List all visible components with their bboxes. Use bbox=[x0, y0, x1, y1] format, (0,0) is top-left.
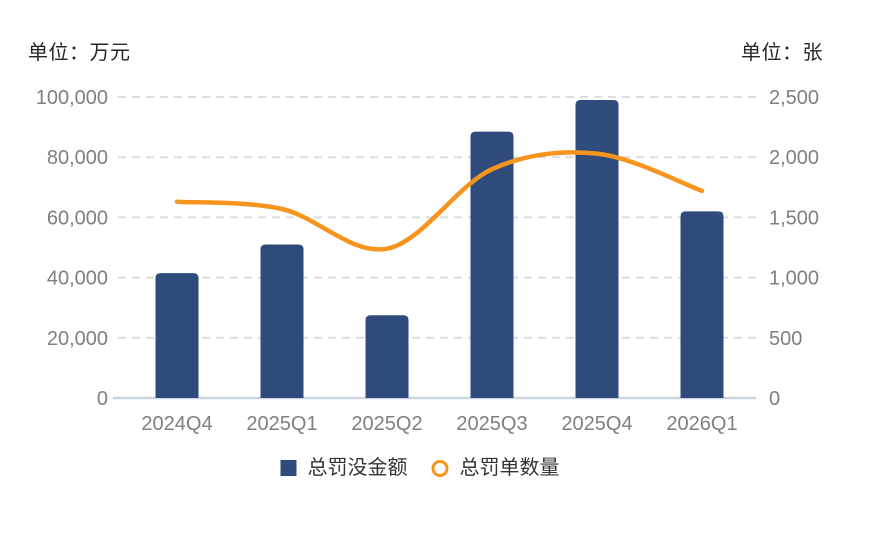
left-axis-tick-label: 100,000 bbox=[36, 87, 108, 109]
bar-series-legend-label: 总罚没金额 bbox=[307, 457, 408, 479]
right-axis-tick-label: 2,000 bbox=[769, 147, 819, 169]
left-axis-tick-label: 40,000 bbox=[47, 268, 108, 290]
right-axis-tick-label: 0 bbox=[769, 388, 780, 410]
bar-2025Q4 bbox=[575, 100, 619, 398]
bar-series-swatch bbox=[280, 460, 297, 476]
line-series bbox=[174, 150, 705, 252]
bar-2025Q1 bbox=[260, 244, 304, 398]
line-series-swatch bbox=[431, 459, 449, 477]
x-axis-label-2025Q3: 2025Q3 bbox=[456, 413, 527, 435]
legend-item-line-series: 总罚单数量 bbox=[431, 455, 560, 481]
right-axis-tick-label: 500 bbox=[769, 328, 802, 350]
right-axis-unit-label: 单位：张 bbox=[741, 42, 823, 64]
left-axis-tick-label: 80,000 bbox=[47, 147, 108, 169]
right-axis-tick-label: 2,500 bbox=[769, 87, 819, 109]
left-axis-tick-label: 0 bbox=[97, 388, 108, 410]
left-axis-tick-label: 20,000 bbox=[47, 328, 108, 350]
x-axis-label-2024Q4: 2024Q4 bbox=[141, 413, 212, 435]
x-axis-label-2026Q1: 2026Q1 bbox=[666, 413, 737, 435]
right-axis-tick-label: 1,500 bbox=[769, 207, 819, 229]
left-axis-unit-label: 单位：万元 bbox=[28, 42, 131, 64]
legend-item-bar-series: 总罚没金额 bbox=[280, 455, 408, 481]
combo-chart-plot: 0 0 20,000 500 40,000 1,000 60,000 1,500 80,000 2… bbox=[36, 87, 819, 435]
left-axis-tick-label: 60,000 bbox=[47, 207, 108, 229]
x-axis-label-2025Q4: 2025Q4 bbox=[561, 413, 632, 435]
bar-2026Q1 bbox=[680, 211, 724, 398]
right-axis-tick-label: 1,000 bbox=[769, 268, 819, 290]
x-axis-label-2025Q2: 2025Q2 bbox=[351, 413, 422, 435]
legend: 总罚没金额 总罚单数量 bbox=[280, 455, 560, 481]
line-series-legend-label: 总罚单数量 bbox=[459, 457, 560, 479]
bar-2025Q3 bbox=[470, 131, 514, 399]
bar-2025Q2 bbox=[365, 315, 409, 398]
bar-2024Q4 bbox=[155, 273, 199, 398]
x-axis-label-2025Q1: 2025Q1 bbox=[246, 413, 317, 435]
